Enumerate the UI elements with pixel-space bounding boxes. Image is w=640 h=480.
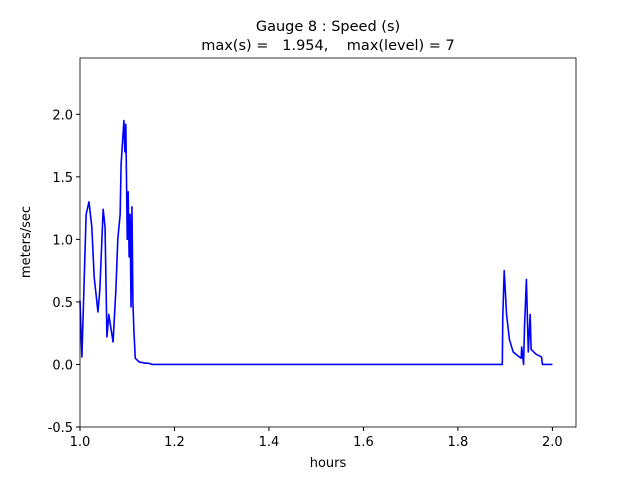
x-axis-label: hours (310, 456, 347, 471)
y-axis-label: meters/sec (19, 206, 34, 278)
y-tick-label: 0.5 (52, 296, 73, 311)
x-tick-label: 2.0 (542, 435, 563, 450)
y-tick-label: 1.0 (52, 233, 73, 248)
chart-title: Gauge 8 : Speed (s) (256, 19, 400, 35)
chart-subtitle: max(s) = 1.954, max(level) = 7 (201, 38, 455, 54)
x-tick-label: 1.8 (448, 435, 469, 450)
data-line (79, 119, 553, 366)
x-tick-label: 1.0 (70, 435, 91, 450)
x-tick-label: 1.6 (353, 435, 374, 450)
y-tick-label: 2.0 (52, 108, 73, 123)
x-tick-label: 1.2 (164, 435, 185, 450)
y-tick-label: 0.0 (52, 358, 73, 373)
plot-frame (79, 57, 577, 428)
y-tick-label: 1.5 (52, 171, 73, 186)
y-tick-label: -0.5 (48, 421, 73, 436)
x-tick-label: 1.4 (259, 435, 280, 450)
